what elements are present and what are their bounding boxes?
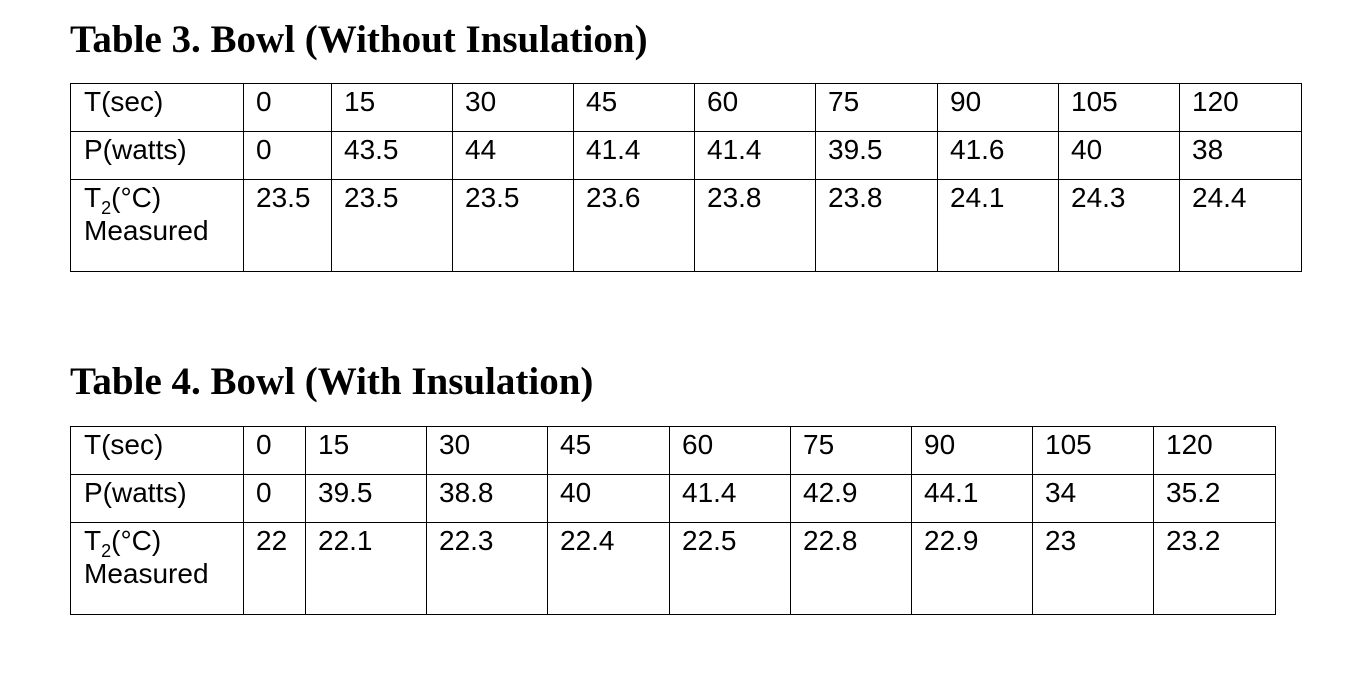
temp-label-subscript: 2: [101, 541, 112, 561]
table-cell: 30: [426, 426, 548, 475]
table-row: T2(°C) Measured 22 22.1 22.3 22.4 22.5 22…: [70, 522, 1276, 615]
temp-label-measured: Measured: [84, 558, 209, 589]
table-cell: 15: [331, 83, 453, 132]
table-cell: 23.6: [573, 179, 695, 272]
table-cell: 22.9: [911, 522, 1033, 615]
table-cell: 0: [243, 83, 332, 132]
table-cell: 41.4: [573, 131, 695, 180]
table-cell: 24.1: [937, 179, 1059, 272]
row-header-time: T(sec): [70, 426, 244, 475]
table-cell: 75: [815, 83, 938, 132]
table-cell: 39.5: [815, 131, 938, 180]
table-cell: 120: [1153, 426, 1276, 475]
table-cell: 23.8: [694, 179, 816, 272]
table-cell: 30: [452, 83, 574, 132]
row-header-power: P(watts): [70, 474, 244, 523]
table-cell: 41.6: [937, 131, 1059, 180]
table-cell: 41.4: [694, 131, 816, 180]
table-cell: 90: [911, 426, 1033, 475]
temp-label-measured: Measured: [84, 215, 209, 246]
table-cell: 15: [305, 426, 427, 475]
table-cell: 44: [452, 131, 574, 180]
row-header-time: T(sec): [70, 83, 244, 132]
table-row: T(sec) 0 15 30 45 60 75 90 105 120: [70, 426, 1276, 475]
table-row: P(watts) 0 43.5 44 41.4 41.4 39.5 41.6 4…: [70, 131, 1302, 180]
temp-label-subscript: 2: [101, 198, 112, 218]
row-header-temperature: T2(°C) Measured: [70, 522, 244, 615]
table-cell: 35.2: [1153, 474, 1276, 523]
table-cell: 40: [547, 474, 670, 523]
table-3-caption: Table 3. Bowl (Without Insulation): [70, 18, 648, 61]
table-cell: 42.9: [790, 474, 912, 523]
table-cell: 22.5: [669, 522, 791, 615]
temp-label-unit: (°C): [111, 525, 162, 556]
table-cell: 40: [1058, 131, 1180, 180]
table-cell: 60: [694, 83, 816, 132]
table-cell: 23: [1032, 522, 1154, 615]
table-cell: 23.5: [331, 179, 453, 272]
table-cell: 105: [1032, 426, 1154, 475]
row-header-temperature: T2(°C) Measured: [70, 179, 244, 272]
table-cell: 24.4: [1179, 179, 1302, 272]
temp-label-prefix: T: [84, 525, 102, 556]
row-header-power: P(watts): [70, 131, 244, 180]
table-cell: 120: [1179, 83, 1302, 132]
table-cell: 60: [669, 426, 791, 475]
table-cell: 45: [573, 83, 695, 132]
table-cell: 34: [1032, 474, 1154, 523]
table-cell: 23.5: [243, 179, 332, 272]
table-cell: 38.8: [426, 474, 548, 523]
table-cell: 90: [937, 83, 1059, 132]
table-cell: 0: [243, 474, 306, 523]
table-cell: 22.1: [305, 522, 427, 615]
table-cell: 22.8: [790, 522, 912, 615]
table-3-bowl-without-insulation: T(sec) 0 15 30 45 60 75 90 105 120 P(wat…: [70, 83, 1302, 272]
table-row: T2(°C) Measured 23.5 23.5 23.5 23.6 23.8 …: [70, 179, 1302, 272]
table-row: P(watts) 0 39.5 38.8 40 41.4 42.9 44.1 3…: [70, 474, 1276, 523]
temp-label-prefix: T: [84, 182, 102, 213]
table-cell: 22.4: [547, 522, 670, 615]
table-cell: 75: [790, 426, 912, 475]
table-cell: 39.5: [305, 474, 427, 523]
temp-label-unit: (°C): [111, 182, 162, 213]
table-cell: 0: [243, 426, 306, 475]
table-cell: 44.1: [911, 474, 1033, 523]
table-cell: 24.3: [1058, 179, 1180, 272]
table-cell: 43.5: [331, 131, 453, 180]
table-cell: 22.3: [426, 522, 548, 615]
table-row: T(sec) 0 15 30 45 60 75 90 105 120: [70, 83, 1302, 132]
table-cell: 23.2: [1153, 522, 1276, 615]
table-cell: 105: [1058, 83, 1180, 132]
table-4-caption: Table 4. Bowl (With Insulation): [70, 360, 594, 403]
table-cell: 0: [243, 131, 332, 180]
table-cell: 23.8: [815, 179, 938, 272]
table-cell: 41.4: [669, 474, 791, 523]
table-cell: 22: [243, 522, 306, 615]
table-cell: 38: [1179, 131, 1302, 180]
table-cell: 45: [547, 426, 670, 475]
table-4-bowl-with-insulation: T(sec) 0 15 30 45 60 75 90 105 120 P(wat…: [70, 426, 1276, 615]
table-cell: 23.5: [452, 179, 574, 272]
